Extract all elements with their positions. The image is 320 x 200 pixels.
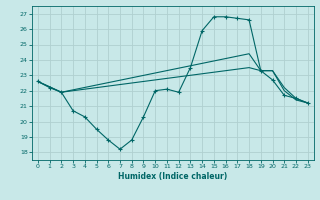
X-axis label: Humidex (Indice chaleur): Humidex (Indice chaleur)	[118, 172, 228, 181]
